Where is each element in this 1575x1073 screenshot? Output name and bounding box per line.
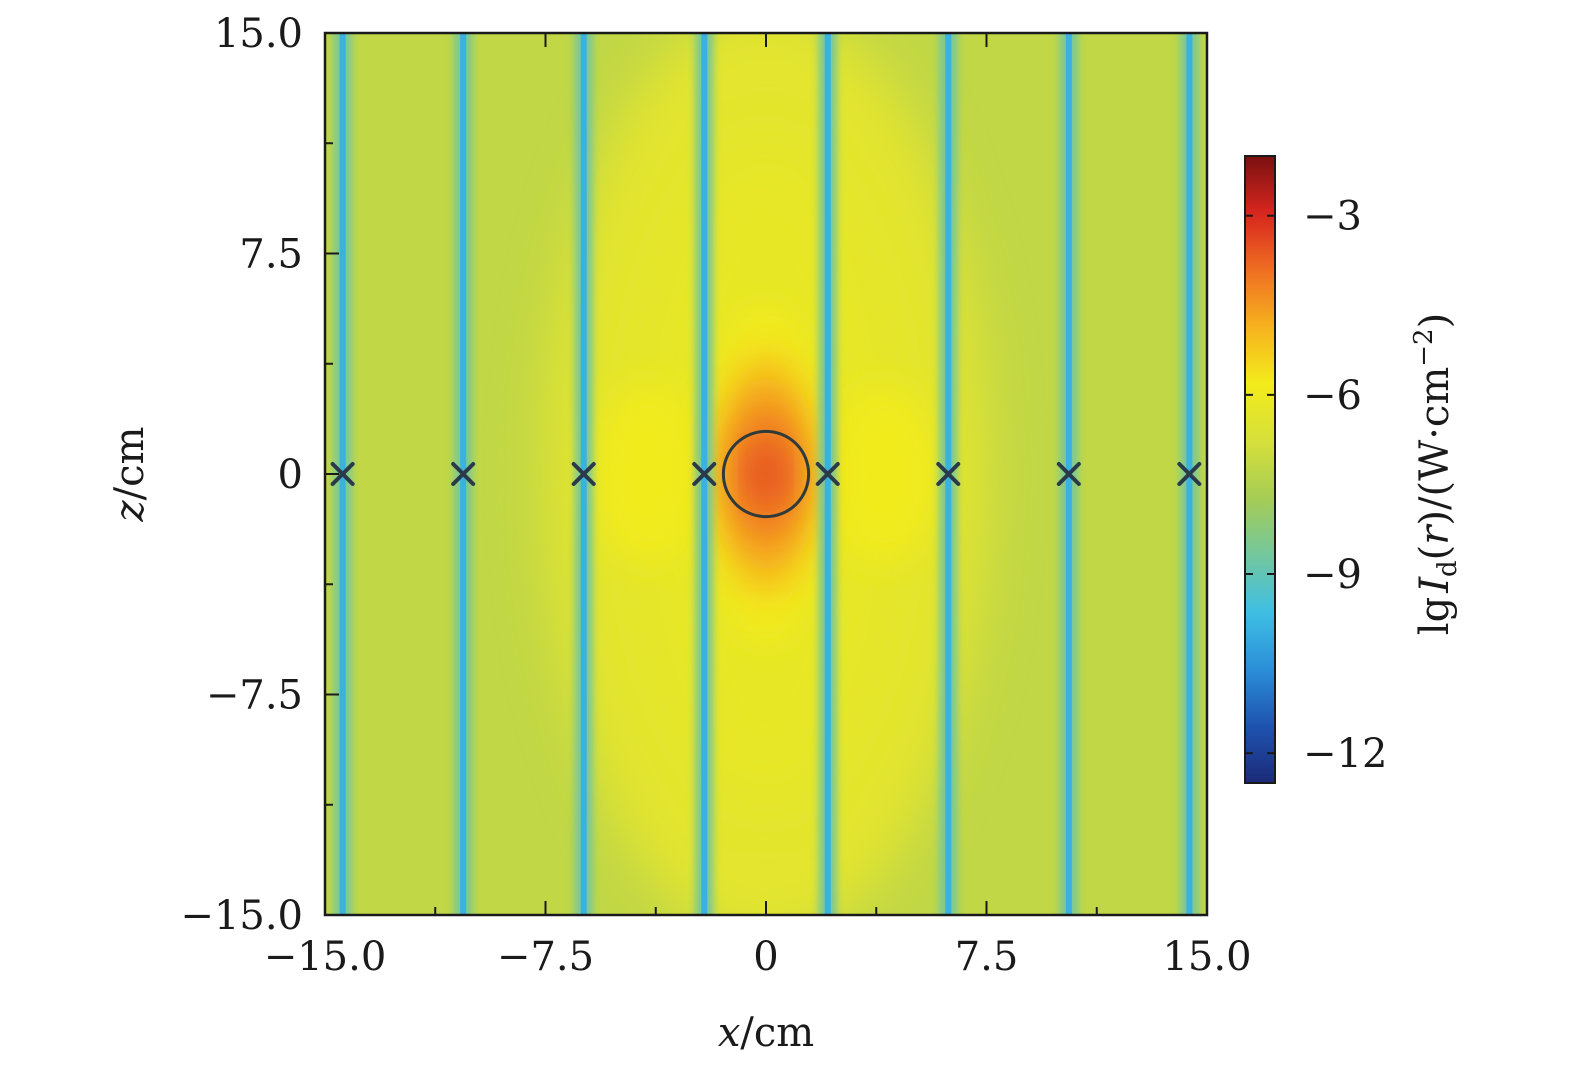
colorbar: −3−6−9−12 lgId(r)/(W·cm−2): [1244, 155, 1463, 784]
cross-marker: [451, 462, 476, 486]
marker-layer: [330, 429, 1202, 519]
field-core: [752, 454, 780, 494]
y-tick-label: 15.0: [214, 11, 303, 57]
center-circle-marker: [721, 429, 811, 519]
cross-marker: [692, 462, 717, 486]
colorbar-label-open: (: [1412, 545, 1458, 561]
colorbar-ticks: −3 −6 −9 −12: [1245, 194, 1387, 777]
x-tick-label: −15.0: [264, 934, 387, 980]
y-axis-label: z/cm: [107, 427, 153, 523]
x-axis-variable: x: [718, 1010, 741, 1056]
colorbar-label-unit-close: ): [1412, 313, 1458, 329]
y-tick-label: −15.0: [180, 893, 303, 939]
x-tick-label: 7.5: [955, 934, 1019, 980]
colorbar-scale: [1244, 155, 1276, 784]
y-axis-unit: /cm: [107, 427, 153, 501]
x-axis-label: x/cm: [718, 1010, 814, 1056]
y-tick-label: 7.5: [239, 232, 303, 278]
y-tick-label: −7.5: [206, 673, 303, 719]
y-axis-variable: z: [107, 499, 153, 522]
x-tick-label: −7.5: [497, 934, 594, 980]
colorbar-label-unit: /(W·cm: [1412, 367, 1458, 510]
heatmap-intensity-regions: [546, 33, 986, 915]
colorbar-label-close: ): [1412, 510, 1458, 526]
x-axis-ticks: −15.0 −7.5 0 7.5 15.0: [264, 33, 1252, 980]
cross-marker: [1177, 462, 1202, 486]
cross-marker: [1056, 462, 1081, 486]
field-side-lobe: [593, 384, 704, 564]
colorbar-tick-label: −3: [1303, 194, 1362, 240]
field-side-lobe: [828, 384, 939, 564]
colorbar-label-lg: lg: [1412, 597, 1458, 635]
colorbar-label: lgId(r)/(W·cm−2): [1409, 313, 1463, 635]
colorbar-label-subscript: d: [1433, 560, 1463, 577]
y-axis-ticks: 15.0 7.5 0 −7.5 −15.0: [180, 11, 339, 939]
colorbar-label-exponent: −2: [1409, 328, 1439, 366]
colorbar-label-arg: r: [1412, 523, 1458, 545]
colorbar-tick-label: −9: [1303, 552, 1362, 598]
x-tick-label: 0: [753, 934, 778, 980]
cross-marker: [571, 462, 596, 486]
colorbar-tick-label: −6: [1303, 373, 1362, 419]
heatmap-field: [325, 33, 1207, 915]
colorbar-tick-label: −12: [1303, 731, 1387, 777]
cross-marker: [330, 462, 355, 486]
cross-marker: [936, 462, 961, 486]
colorbar-label-intensity: I: [1412, 576, 1458, 594]
x-tick-label: 15.0: [1162, 934, 1251, 980]
cross-marker: [815, 462, 840, 486]
x-axis-unit: /cm: [740, 1010, 814, 1056]
y-tick-label: 0: [278, 452, 303, 498]
